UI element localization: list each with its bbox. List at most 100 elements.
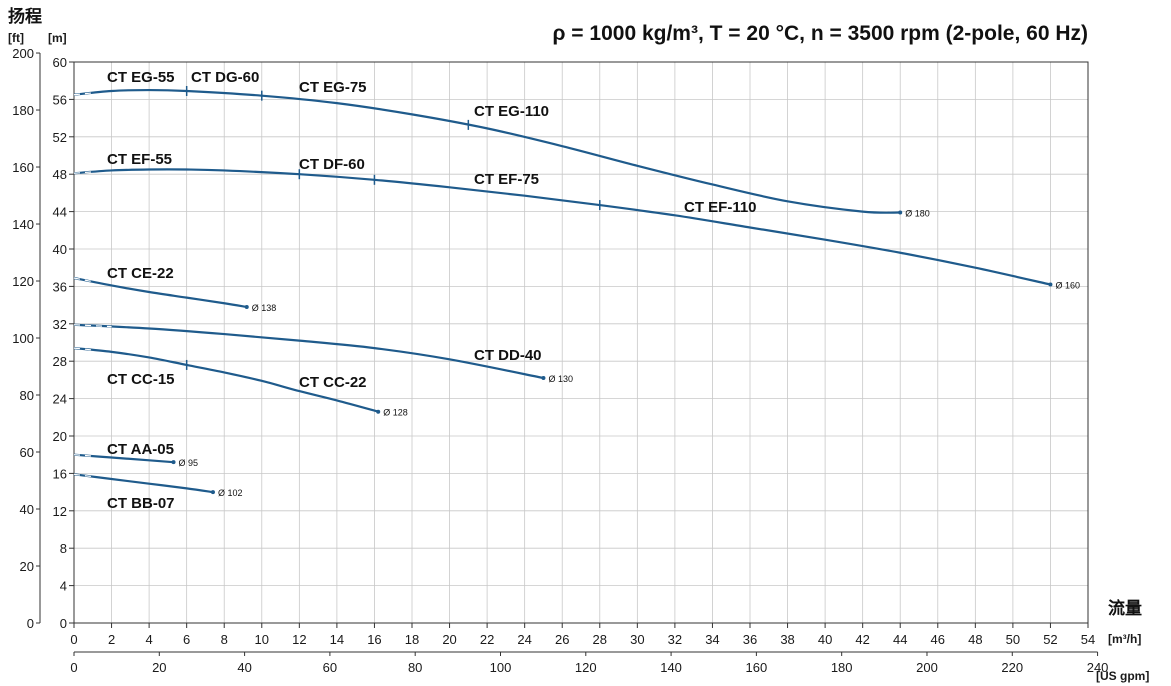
y-tick-label-m: 0 <box>60 616 67 631</box>
x-tick-label-m3h: 24 <box>517 632 531 647</box>
x-tick-label-gpm: 240 <box>1087 660 1109 675</box>
x-tick-label-m3h: 50 <box>1006 632 1020 647</box>
curve-label: CT EG-110 <box>474 103 549 120</box>
curve-dashed-start <box>73 473 93 478</box>
y-tick-label-ft: 160 <box>12 160 34 175</box>
pump-curve <box>73 473 214 494</box>
curve-label: CT CC-15 <box>107 371 175 388</box>
curve-end-point <box>171 460 176 465</box>
curve-label: CT EF-55 <box>107 151 172 168</box>
curve-end-point <box>541 376 546 381</box>
x-tick-label-m3h: 8 <box>221 632 228 647</box>
pump-curve <box>73 323 544 380</box>
chart-title: ρ = 1000 kg/m³, T = 20 °C, n = 3500 rpm … <box>552 22 1088 45</box>
y-tick-label-ft: 20 <box>20 559 34 574</box>
curve-diameter-label: Ø 128 <box>383 408 408 418</box>
x-tick-label-m3h: 40 <box>818 632 832 647</box>
curve-end-point <box>898 210 903 215</box>
x-tick-label-m3h: 0 <box>70 632 77 647</box>
x-tick-label-gpm: 40 <box>237 660 251 675</box>
x-tick-label-m3h: 28 <box>593 632 607 647</box>
pump-curve <box>73 347 379 413</box>
curve-dashed-start <box>73 92 93 96</box>
x-tick-label-m3h: 30 <box>630 632 644 647</box>
y-tick-label-ft: 60 <box>20 445 34 460</box>
pump-curve <box>73 168 1051 286</box>
y-tick-label-ft: 0 <box>27 616 34 631</box>
curve-label: CT DG-60 <box>191 69 259 86</box>
y-tick-label-m: 52 <box>53 130 67 145</box>
curve-label: CT DD-40 <box>474 347 542 364</box>
x-tick-label-m3h: 14 <box>330 632 344 647</box>
curve-diameter-label: Ø 95 <box>179 458 199 468</box>
y-tick-label-m: 20 <box>53 429 67 444</box>
x-tick-label-m3h: 2 <box>108 632 115 647</box>
x-unit-m3h: [m³/h] <box>1108 632 1141 646</box>
x-tick-label-m3h: 32 <box>668 632 682 647</box>
curve-diameter-label: Ø 130 <box>548 374 573 384</box>
y-tick-label-m: 56 <box>53 92 67 107</box>
curve-label: CT DF-60 <box>299 156 365 173</box>
y-tick-label-ft: 40 <box>20 502 34 517</box>
x-tick-label-m3h: 16 <box>367 632 381 647</box>
y-unit-m: [m] <box>48 31 67 45</box>
grid <box>73 61 1089 624</box>
x-tick-label-m3h: 10 <box>255 632 269 647</box>
curve-dashed-start <box>73 171 93 174</box>
curve-label: CT EF-110 <box>684 199 757 216</box>
curve-diameter-label: Ø 180 <box>905 209 930 219</box>
x-tick-label-m3h: 48 <box>968 632 982 647</box>
y-tick-label-ft: 180 <box>12 103 34 118</box>
curve-dashed-start <box>73 454 93 457</box>
y-tick-label-ft: 120 <box>12 274 34 289</box>
x-tick-label-m3h: 34 <box>705 632 719 647</box>
curve-diameter-label: Ø 138 <box>252 303 277 313</box>
pump-curve <box>73 88 901 214</box>
x-tick-label-m3h: 18 <box>405 632 419 647</box>
curve-dashed-start <box>73 277 93 283</box>
curve-label: CT AA-05 <box>107 441 174 458</box>
x-tick-label-gpm: 160 <box>746 660 768 675</box>
curve-label: CT BB-07 <box>107 495 175 512</box>
x-tick-label-gpm: 20 <box>152 660 166 675</box>
x-tick-label-m3h: 12 <box>292 632 306 647</box>
y-tick-label-m: 12 <box>53 504 67 519</box>
x-tick-label-gpm: 120 <box>575 660 597 675</box>
curve-label: CT CC-22 <box>299 374 367 391</box>
curve-end-point <box>376 409 381 414</box>
curve-diameter-label: Ø 102 <box>218 488 243 498</box>
curve-labels: CT EG-55 CT DG-60 CT EG-75 CT EG-110 CT EF-5… <box>107 69 757 512</box>
curves: Ø 180 Ø 160 Ø 138 Ø 130 Ø 128 Ø 95 Ø 102 <box>73 85 1080 498</box>
y-tick-label-m: 28 <box>53 354 67 369</box>
curve-label: CT EG-55 <box>107 69 175 86</box>
x-tick-label-m3h: 4 <box>145 632 152 647</box>
x-tick-label-gpm: 0 <box>70 660 77 675</box>
y-unit-ft: [ft] <box>8 31 24 45</box>
curve-end-point <box>244 304 249 309</box>
x-tick-label-gpm: 200 <box>916 660 938 675</box>
x-tick-label-gpm: 60 <box>323 660 337 675</box>
x-tick-label-gpm: 220 <box>1001 660 1023 675</box>
x-tick-label-m3h: 52 <box>1043 632 1057 647</box>
x-tick-label-m3h: 38 <box>780 632 794 647</box>
curve-label: CT EG-75 <box>299 79 367 96</box>
y-tick-label-ft: 200 <box>12 46 34 61</box>
y-tick-label-ft: 80 <box>20 388 34 403</box>
y-tick-label-m: 16 <box>53 466 67 481</box>
y-tick-label-m: 32 <box>53 317 67 332</box>
y-tick-label-m: 24 <box>53 392 67 407</box>
y-axis-title: 扬程 <box>8 6 42 26</box>
curve-diameter-label: Ø 160 <box>1055 281 1080 291</box>
x-tick-label-m3h: 22 <box>480 632 494 647</box>
x-tick-label-m3h: 42 <box>855 632 869 647</box>
x-axis-title: 流量 <box>1108 598 1142 618</box>
y-tick-label-ft: 100 <box>12 331 34 346</box>
pump-curve <box>73 276 247 309</box>
curve-end-point <box>210 490 215 495</box>
y-tick-label-m: 40 <box>53 242 67 257</box>
x-tick-label-m3h: 6 <box>183 632 190 647</box>
y-tick-label-m: 48 <box>53 167 67 182</box>
y-tick-label-m: 8 <box>60 541 67 556</box>
x-unit-gpm: [US gpm] <box>1096 669 1149 683</box>
